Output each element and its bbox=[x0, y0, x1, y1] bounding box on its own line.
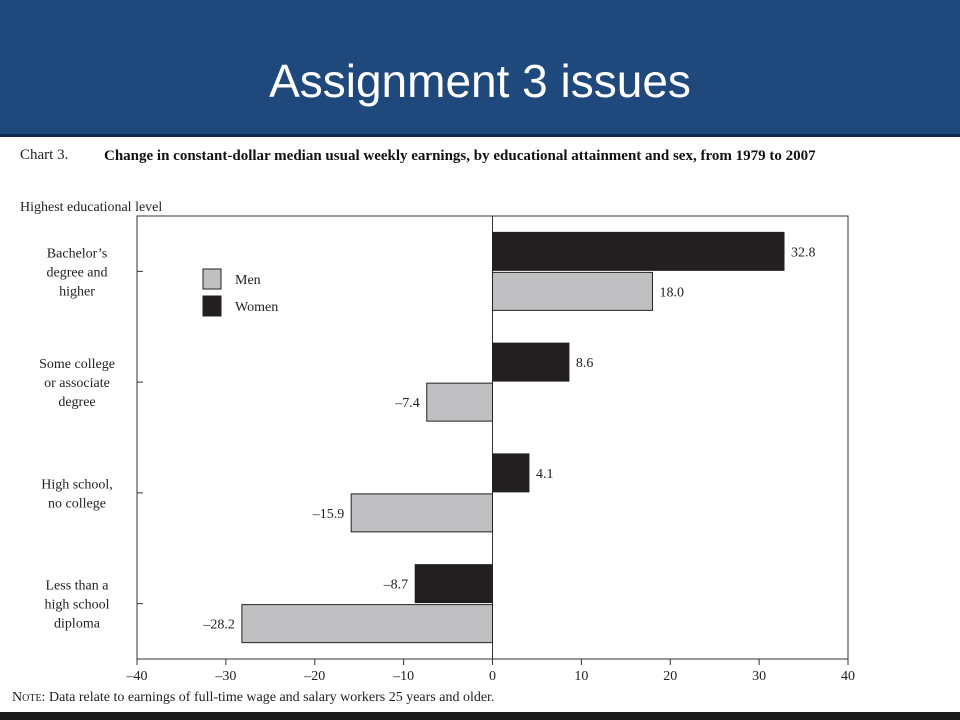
category-label: High school, no college bbox=[41, 477, 113, 511]
data-label: 4.1 bbox=[536, 467, 554, 482]
x-tick-label: –30 bbox=[214, 669, 236, 684]
data-label: 32.8 bbox=[791, 245, 816, 260]
x-tick-label: 30 bbox=[752, 669, 766, 684]
bar-men bbox=[426, 382, 494, 422]
x-tick-label: –10 bbox=[392, 669, 414, 684]
bar-men bbox=[350, 493, 493, 533]
x-tick-label: –40 bbox=[126, 669, 148, 684]
chart-note: Note: Data relate to earnings of full-ti… bbox=[12, 690, 494, 706]
bar-men bbox=[241, 604, 493, 644]
data-label: –8.7 bbox=[383, 578, 409, 593]
data-label: –15.9 bbox=[312, 507, 345, 522]
legend-swatch-men bbox=[202, 268, 222, 290]
data-label: –28.2 bbox=[202, 618, 235, 633]
bar-men bbox=[492, 271, 653, 311]
legend-label-women: Women bbox=[235, 300, 278, 315]
bar-women bbox=[492, 231, 785, 271]
category-label: Less than a high school diploma bbox=[45, 579, 110, 632]
slide-title: Assignment 3 issues bbox=[269, 55, 691, 107]
x-tick-label: –20 bbox=[303, 669, 325, 684]
title-banner: Assignment 3 issues bbox=[0, 0, 960, 137]
category-label: Bachelor’s degree and higher bbox=[46, 246, 107, 299]
note-text: Data relate to earnings of full-time wag… bbox=[45, 690, 495, 705]
category-axis-title: Highest educational level bbox=[20, 200, 163, 215]
chart-number: Chart 3. bbox=[20, 147, 69, 163]
category-label: Some college or associate degree bbox=[39, 357, 115, 410]
bar-women bbox=[492, 342, 570, 382]
bar-women bbox=[492, 453, 530, 493]
x-tick-label: 20 bbox=[663, 669, 677, 684]
legend-swatch-women bbox=[202, 295, 222, 317]
note-lead: Note: bbox=[12, 690, 46, 705]
data-label: –7.4 bbox=[394, 396, 420, 411]
x-tick-label: 0 bbox=[489, 669, 496, 684]
bar-women bbox=[414, 564, 493, 604]
chart-title: Change in constant-dollar median usual w… bbox=[104, 148, 816, 164]
data-label: 18.0 bbox=[659, 285, 684, 300]
x-tick-label: 40 bbox=[841, 669, 855, 684]
x-tick-label: 10 bbox=[574, 669, 588, 684]
legend-label-men: Men bbox=[235, 273, 261, 288]
data-label: 8.6 bbox=[576, 356, 594, 371]
footer-bar bbox=[0, 712, 960, 720]
